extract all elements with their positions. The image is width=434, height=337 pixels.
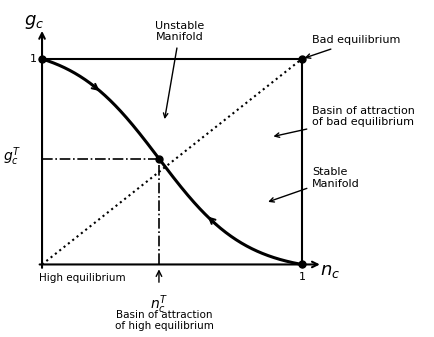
Text: High equilibrium: High equilibrium [39,273,126,283]
Text: Basin of attraction
of bad equilibrium: Basin of attraction of bad equilibrium [274,106,414,137]
Text: Basin of attraction
of high equilibrium: Basin of attraction of high equilibrium [115,310,213,331]
Text: 1: 1 [298,272,305,282]
Text: Stable
Manifold: Stable Manifold [269,167,359,202]
Text: $g_c$: $g_c$ [24,13,44,31]
Text: Unstable
Manifold: Unstable Manifold [155,21,204,118]
Text: 1: 1 [30,54,37,64]
Text: $n_c^T$: $n_c^T$ [150,293,168,316]
Text: Bad equilibrium: Bad equilibrium [305,35,400,58]
Text: $n_c$: $n_c$ [319,262,340,280]
Text: $g_c^T$: $g_c^T$ [3,146,21,168]
